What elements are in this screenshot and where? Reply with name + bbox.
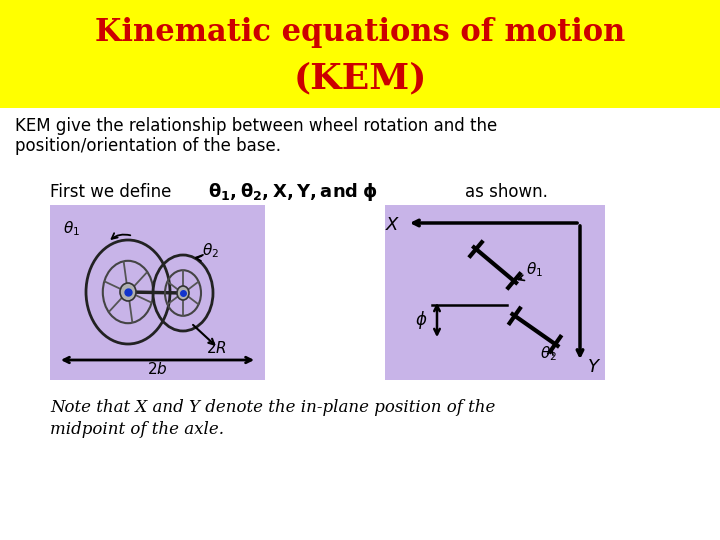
Text: $Y$: $Y$	[587, 358, 601, 376]
Text: $\mathbf{\theta_1, \theta_2, X, Y, and\;\phi}$: $\mathbf{\theta_1, \theta_2, X, Y, and\;…	[208, 181, 378, 203]
Text: KEM give the relationship between wheel rotation and the: KEM give the relationship between wheel …	[15, 117, 498, 135]
Bar	[0, 0, 720, 108]
Text: $2b$: $2b$	[147, 361, 167, 377]
Text: $\theta_2$: $\theta_2$	[202, 241, 220, 260]
Text: $\theta_1$: $\theta_1$	[63, 219, 81, 238]
Text: position/orientation of the base.: position/orientation of the base.	[15, 137, 281, 155]
Text: $\theta_2$: $\theta_2$	[539, 345, 557, 363]
Ellipse shape	[177, 286, 189, 300]
Text: First we define: First we define	[50, 183, 171, 201]
Text: (KEM): (KEM)	[293, 61, 427, 95]
Text: $2R$: $2R$	[206, 340, 226, 356]
Text: $\phi$: $\phi$	[415, 309, 427, 331]
Text: as shown.: as shown.	[465, 183, 548, 201]
Text: $\theta_1$: $\theta_1$	[526, 261, 543, 279]
Text: Kinematic equations of motion: Kinematic equations of motion	[95, 17, 625, 48]
Text: Note that X and Y denote the in-plane position of the: Note that X and Y denote the in-plane po…	[50, 400, 495, 416]
Text: $X$: $X$	[385, 216, 401, 234]
Bar	[50, 205, 265, 380]
Ellipse shape	[120, 283, 136, 301]
Text: midpoint of the axle.: midpoint of the axle.	[50, 422, 224, 438]
Bar	[385, 205, 605, 380]
